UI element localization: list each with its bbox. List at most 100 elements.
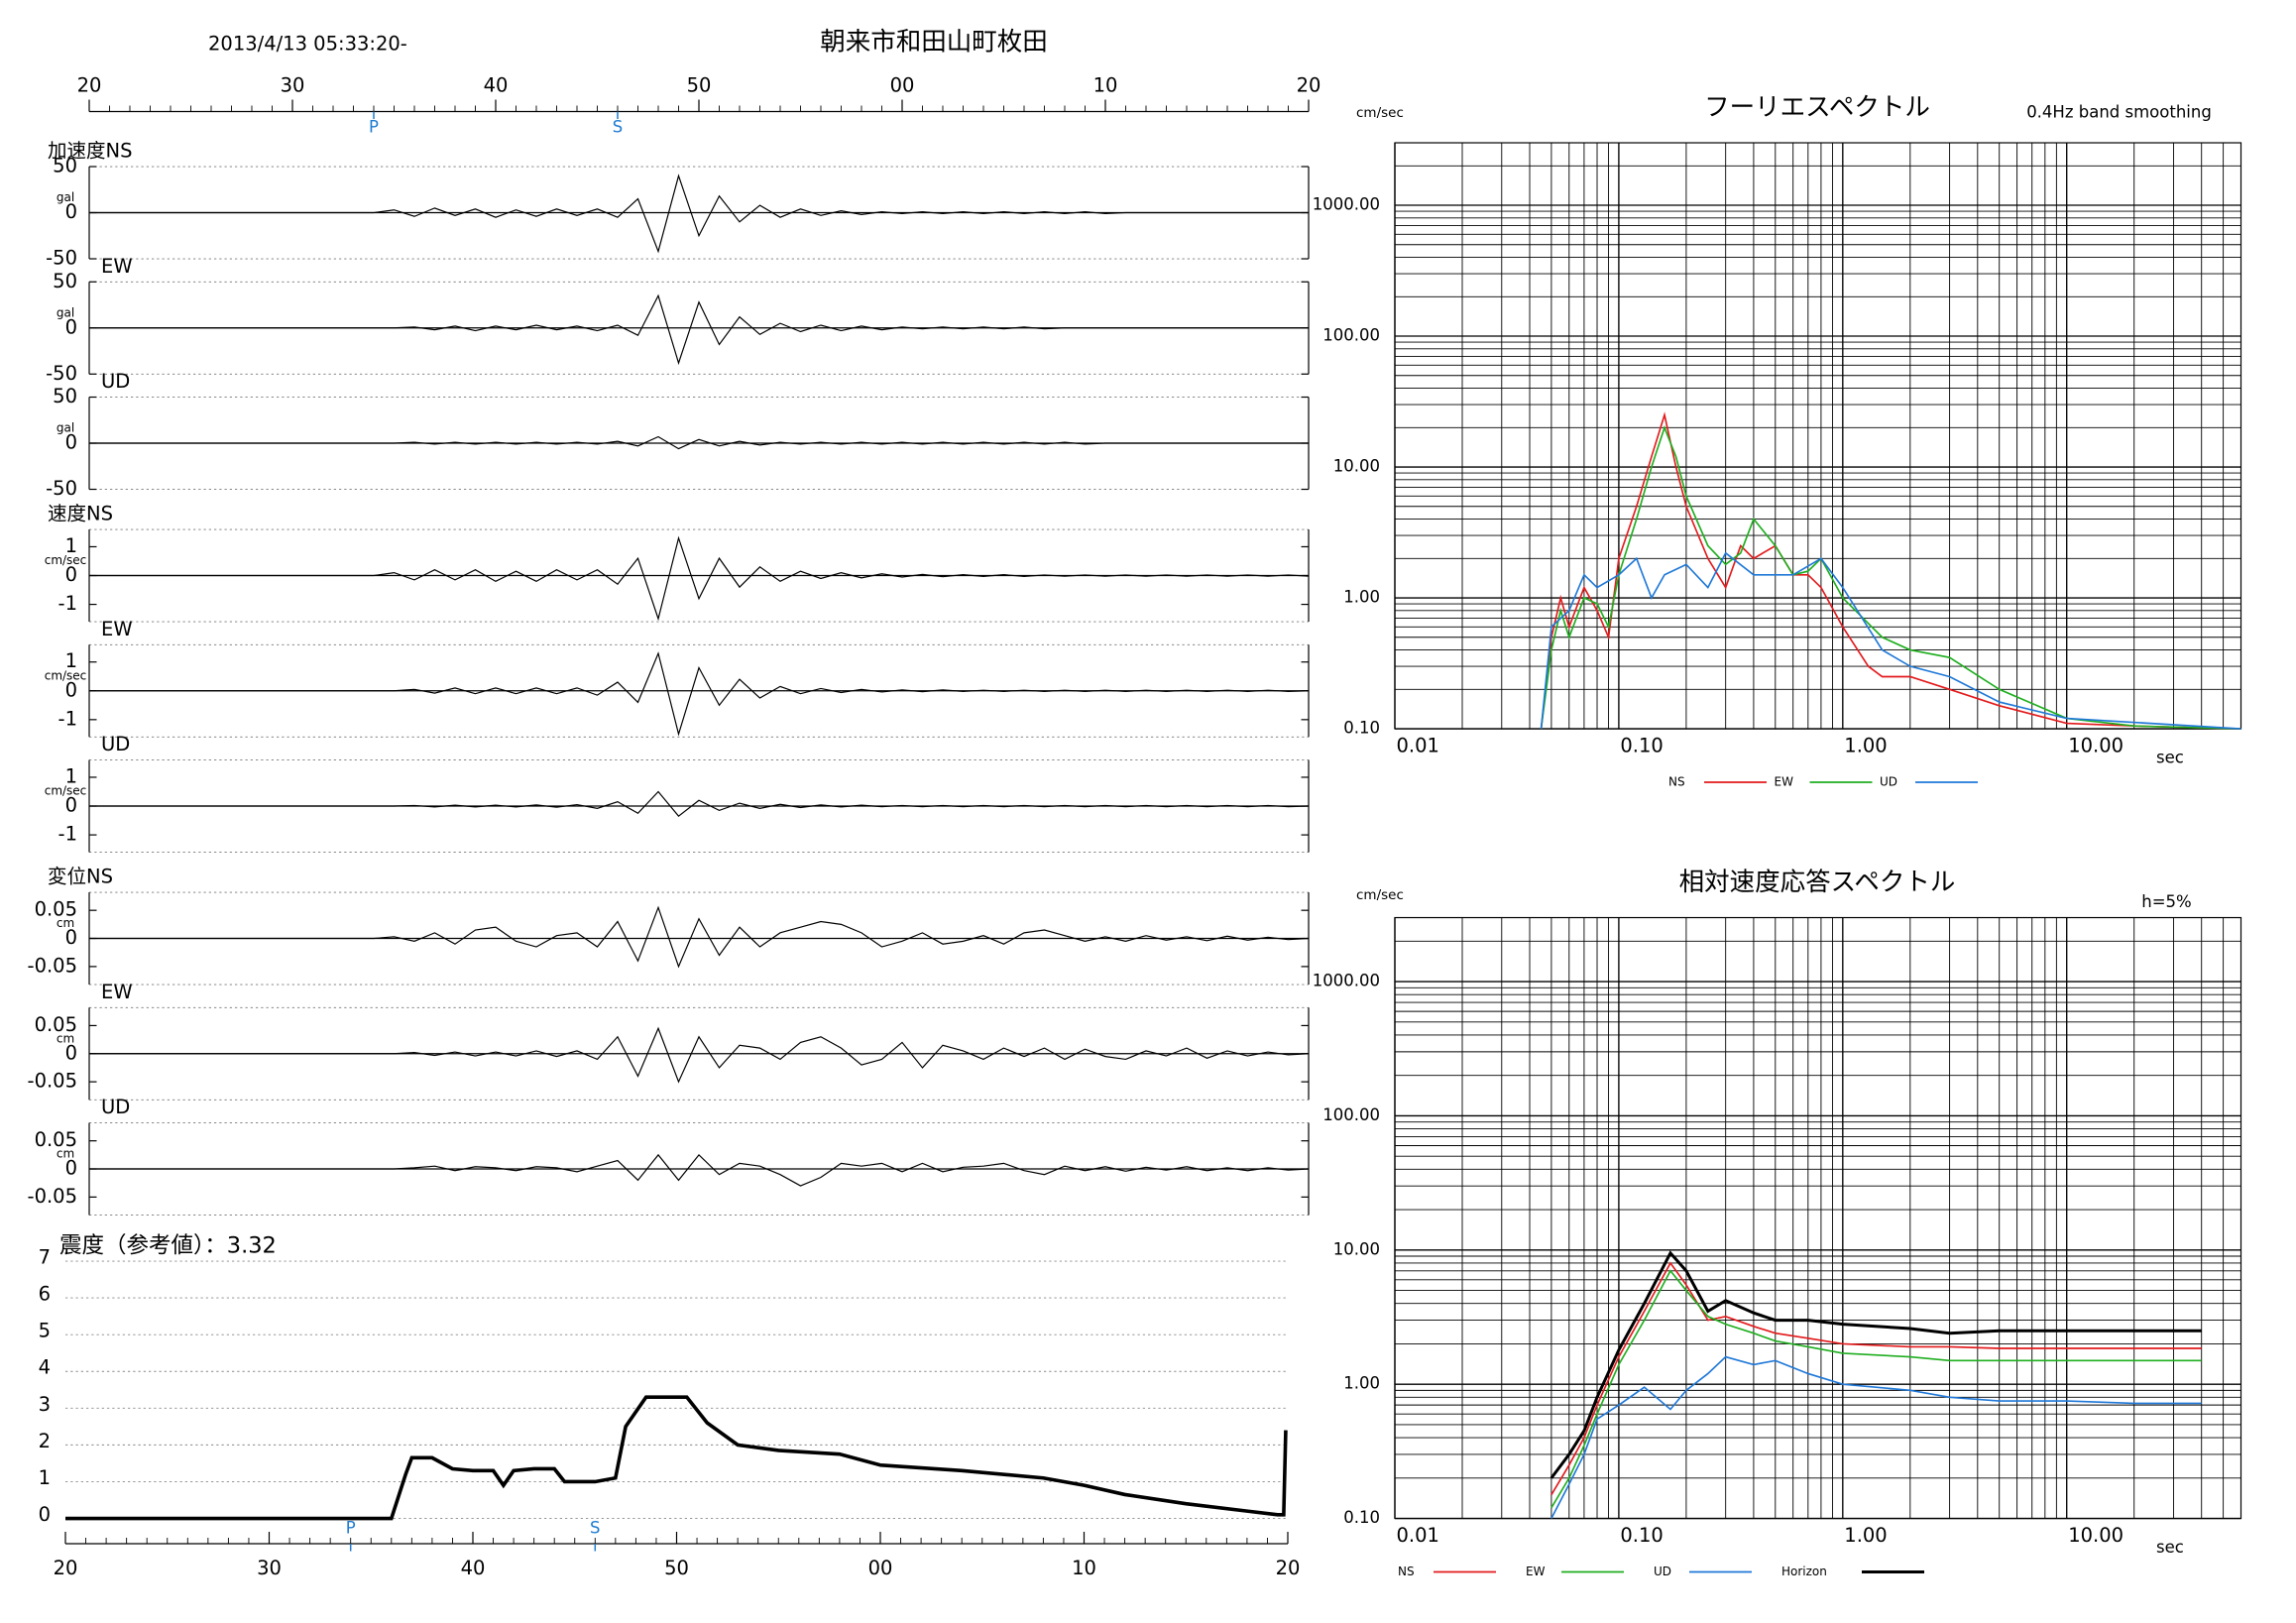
y-tick-label: 7: [39, 1246, 51, 1269]
y-tick-label: -1: [58, 707, 77, 730]
x-tick-label: 20: [54, 1557, 78, 1579]
waveform-trace: [89, 293, 1309, 366]
x-unit: sec: [2156, 749, 2184, 767]
y-tick-label: 1000.00: [1313, 195, 1380, 214]
spectrum-line: [1550, 1261, 2202, 1496]
x-tick-label: 40: [484, 74, 509, 97]
channel-label: 加速度NS: [48, 140, 132, 163]
legend-label: NS: [1668, 775, 1685, 789]
y-tick-label: 10.00: [1333, 457, 1380, 476]
y-unit: cm/sec: [1356, 105, 1404, 121]
unit-label: cm/sec: [45, 668, 87, 682]
phase-label: S: [613, 118, 623, 137]
y-tick-label: 1000.00: [1313, 972, 1380, 990]
y-tick-label: 1: [65, 534, 77, 557]
unit-label: gal: [57, 305, 74, 319]
plot-frame: [1394, 916, 2242, 1520]
unit-label: gal: [57, 190, 74, 204]
station-title: 朝来市和田山町枚田: [820, 28, 1048, 58]
spectrum-line: [1540, 411, 2241, 730]
chart-title: 相対速度応答スペクトル: [1679, 868, 1956, 897]
y-tick-label: 1: [39, 1466, 51, 1489]
unit-label: cm/sec: [45, 553, 87, 567]
x-tick-label: 50: [687, 74, 712, 97]
x-tick-label: 30: [257, 1557, 282, 1579]
y-tick-label: 2: [39, 1430, 51, 1452]
legend-label: UD: [1880, 775, 1897, 789]
spectrum-line: [1540, 424, 2241, 730]
phase-label: P: [346, 1519, 356, 1538]
y-tick-label: 0.05: [35, 1128, 77, 1151]
waveform-trace: [89, 651, 1310, 737]
y-tick-label: 0: [65, 563, 77, 586]
y-tick-label: 1.00: [1343, 1374, 1380, 1393]
x-tick-label: 00: [890, 74, 915, 97]
y-tick-label: 5: [39, 1320, 51, 1342]
waveform-trace: [89, 905, 1310, 969]
waveform-trace: [89, 790, 1310, 818]
x-tick-label: 0.10: [1620, 735, 1663, 757]
spectrum-line: [1540, 551, 2241, 730]
annotation: h=5%: [2141, 892, 2191, 911]
x-tick-label: 0.01: [1397, 735, 1439, 757]
y-tick-label: 100.00: [1322, 1105, 1380, 1124]
y-tick-label: 0: [65, 315, 77, 338]
channel-label: UD: [101, 370, 130, 393]
channel-label: 変位NS: [48, 866, 113, 888]
y-tick-label: 0: [65, 431, 77, 454]
legend-label: UD: [1654, 1565, 1671, 1578]
y-tick-label: 50: [53, 155, 77, 177]
y-tick-label: 0: [65, 1041, 77, 1064]
x-tick-label: 10.00: [2068, 735, 2124, 757]
channel-label: UD: [101, 733, 130, 755]
y-tick-label: 0: [65, 926, 77, 949]
y-tick-label: 0: [39, 1503, 51, 1526]
waveform-trace: [89, 174, 1309, 254]
y-tick-label: 0.05: [35, 898, 77, 921]
legend-label: NS: [1398, 1565, 1415, 1578]
x-tick-label: 10.00: [2068, 1524, 2124, 1547]
chart-title: 震度（参考値）：3.32: [59, 1233, 277, 1259]
y-tick-label: 0.10: [1343, 719, 1380, 738]
y-tick-label: 6: [39, 1283, 51, 1306]
y-tick-label: 50: [53, 385, 77, 407]
plot-frame: [1394, 142, 2242, 730]
y-tick-label: -50: [46, 362, 77, 385]
y-tick-label: -50: [46, 477, 77, 500]
x-tick-label: 10: [1072, 1557, 1096, 1579]
y-tick-label: 0: [65, 794, 77, 817]
intensity-line: [65, 1395, 1288, 1521]
y-tick-label: -0.05: [28, 1070, 77, 1093]
channel-label: UD: [101, 1096, 130, 1118]
x-tick-label: 1.00: [1844, 735, 1887, 757]
y-tick-label: -1: [58, 823, 77, 846]
y-tick-label: -50: [46, 247, 77, 270]
phase-label: S: [590, 1519, 600, 1538]
channel-label: EW: [101, 981, 133, 1003]
y-tick-label: 100.00: [1322, 326, 1380, 345]
subtitle: 0.4Hz band smoothing: [2026, 103, 2212, 122]
y-tick-label: -1: [58, 592, 77, 615]
channel-label: EW: [101, 618, 133, 640]
y-tick-label: 1: [65, 649, 77, 672]
y-tick-label: 1: [65, 764, 77, 787]
spectrum-line: [1550, 1269, 2202, 1509]
y-unit: cm/sec: [1356, 887, 1404, 903]
unit-label: gal: [57, 421, 74, 435]
x-unit: sec: [2156, 1538, 2184, 1557]
x-tick-label: 0.01: [1397, 1524, 1439, 1547]
y-tick-label: 1.00: [1343, 588, 1380, 607]
legend-label: EW: [1526, 1565, 1546, 1578]
unit-label: cm: [57, 1147, 74, 1161]
y-tick-label: -0.05: [28, 1185, 77, 1208]
x-tick-label: 20: [1297, 74, 1321, 97]
y-tick-label: 10.00: [1333, 1239, 1380, 1258]
y-tick-label: 0: [65, 1157, 77, 1180]
waveform-trace: [89, 1153, 1310, 1187]
unit-label: cm: [57, 1031, 74, 1045]
y-tick-label: 50: [53, 270, 77, 292]
y-tick-label: 0.05: [35, 1013, 77, 1036]
x-tick-label: 1.00: [1844, 1524, 1887, 1547]
